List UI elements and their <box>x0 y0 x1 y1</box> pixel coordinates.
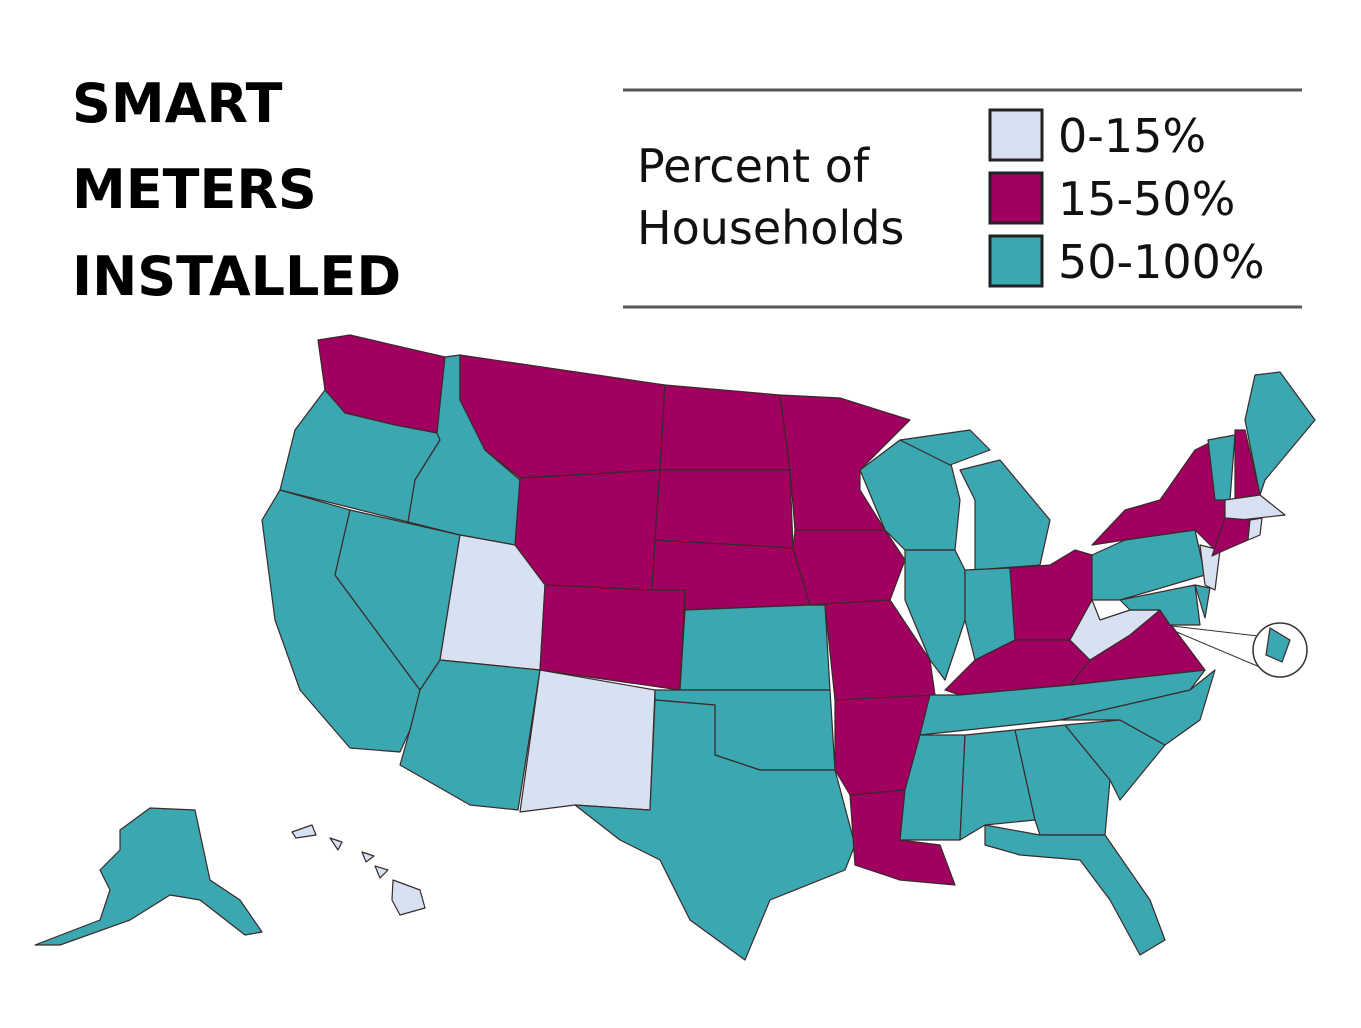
legend-label: 15-50% <box>1058 172 1235 226</box>
inset-pointer <box>1171 625 1259 637</box>
region <box>679 604 831 691</box>
inset-pointer <box>1171 629 1263 669</box>
region-shape <box>1194 584 1211 619</box>
region <box>1247 517 1263 541</box>
region <box>1224 494 1286 521</box>
region <box>919 669 1206 736</box>
region <box>659 384 791 471</box>
region <box>291 824 426 916</box>
region-shape <box>1224 494 1286 521</box>
region-shape <box>779 394 911 531</box>
region <box>904 549 966 681</box>
region <box>539 584 686 691</box>
title-line: INSTALLED <box>72 245 401 308</box>
legend-label: 50-100% <box>1058 235 1265 289</box>
region-shape <box>519 669 656 813</box>
legend-swatch <box>988 171 1044 225</box>
region-shape <box>959 729 1036 841</box>
region-shape <box>1247 517 1263 541</box>
legend-swatch <box>988 234 1044 288</box>
region <box>1064 719 1166 801</box>
region-shape <box>1064 719 1166 801</box>
title-line: METERS <box>72 158 317 221</box>
region-shape <box>539 584 686 691</box>
region-shape <box>919 669 1206 736</box>
legend-title: Households <box>637 201 904 255</box>
legend-title: Percent of <box>637 139 871 193</box>
region-shape <box>1059 669 1216 746</box>
legend: 0-15% 15-50% 50-100% <box>988 108 1265 289</box>
region-shape <box>654 469 794 549</box>
region-shape <box>514 469 661 591</box>
region <box>519 669 656 813</box>
region <box>779 394 911 531</box>
region-shape <box>291 824 317 839</box>
legend-swatch <box>988 108 1044 162</box>
region-shape <box>374 865 389 879</box>
region-shape <box>1211 517 1251 557</box>
region-shape <box>792 529 906 606</box>
legend-label: 0-15% <box>1058 109 1206 163</box>
region-shape <box>899 429 991 466</box>
region-shape <box>34 807 263 946</box>
region <box>1211 517 1251 557</box>
region <box>792 529 906 606</box>
region <box>899 429 1051 571</box>
region-shape <box>574 699 856 961</box>
region-shape <box>679 604 831 691</box>
map <box>34 334 1316 961</box>
region-shape <box>1265 627 1291 663</box>
region-shape <box>984 824 1166 956</box>
region-shape <box>659 384 791 471</box>
title-line: SMART <box>72 72 283 135</box>
region-shape <box>959 459 1051 571</box>
region <box>514 469 661 591</box>
region <box>1194 584 1211 619</box>
region-shape <box>329 837 343 851</box>
region <box>654 469 794 549</box>
region <box>984 824 1166 956</box>
region-shape <box>391 879 426 916</box>
region <box>899 734 966 841</box>
region-shape <box>904 549 966 681</box>
region-shape <box>899 734 966 841</box>
region <box>1265 627 1291 663</box>
region <box>574 699 856 961</box>
region-shape <box>361 851 375 863</box>
region <box>1059 669 1216 746</box>
region <box>34 807 263 946</box>
region <box>959 729 1036 841</box>
